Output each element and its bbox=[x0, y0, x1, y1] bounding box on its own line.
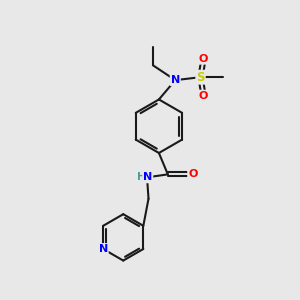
Text: N: N bbox=[143, 172, 152, 182]
Text: O: O bbox=[199, 91, 208, 100]
Text: N: N bbox=[98, 244, 108, 254]
Text: N: N bbox=[171, 75, 180, 85]
Text: O: O bbox=[199, 54, 208, 64]
Text: S: S bbox=[196, 71, 205, 84]
Text: H: H bbox=[137, 172, 146, 182]
Text: O: O bbox=[188, 169, 197, 179]
